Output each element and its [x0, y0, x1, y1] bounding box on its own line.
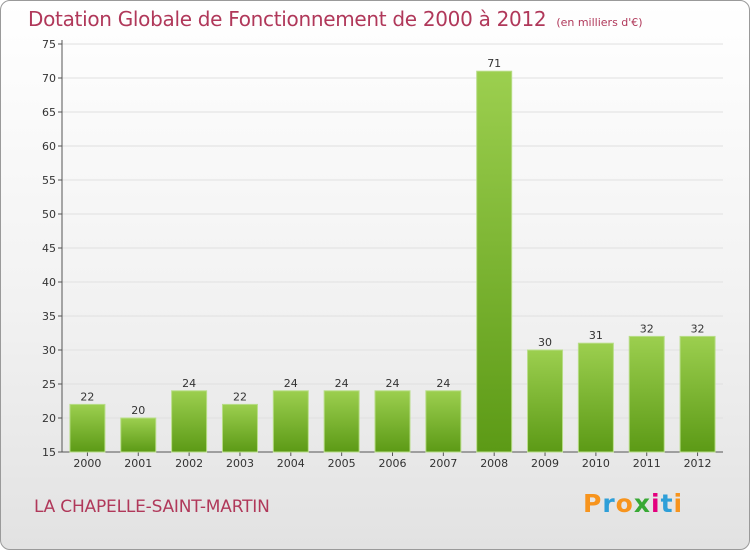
logo-letter: o: [615, 489, 634, 518]
bar-value-label: 32: [640, 322, 654, 335]
y-tick-label: 70: [42, 72, 56, 85]
bar: [679, 335, 716, 453]
x-tick-label: 2002: [175, 457, 203, 470]
bar-value-label: 32: [691, 322, 705, 335]
logo-letter: i: [651, 489, 661, 518]
bar-value-label: 71: [487, 57, 501, 70]
x-tick-label: 2012: [684, 457, 712, 470]
y-tick-label: 65: [42, 106, 56, 119]
bar-layer: [69, 70, 716, 453]
x-tick-label: 2000: [73, 457, 101, 470]
y-tick-label: 75: [42, 38, 56, 51]
y-tick-label: 45: [42, 242, 56, 255]
y-tick-label: 60: [42, 140, 56, 153]
bar-value-label: 24: [284, 377, 298, 390]
chart-title: Dotation Globale de Fonctionnement de 20…: [28, 7, 547, 31]
x-tick-label: 2007: [429, 457, 457, 470]
x-tick-label: 2005: [328, 457, 356, 470]
commune-name: LA CHAPELLE-SAINT-MARTIN: [34, 497, 270, 517]
bar-value-label: 22: [233, 390, 247, 403]
bar-value-label: 24: [436, 377, 450, 390]
x-tick-label: 2011: [633, 457, 661, 470]
y-tick-label: 40: [42, 276, 56, 289]
bar: [425, 390, 462, 453]
label-layer: 2000 22 2001 20 2002 24 2003 22 2004 24 2005 24 2006…: [73, 57, 711, 470]
bar: [69, 403, 106, 453]
bar: [221, 403, 258, 453]
x-tick-label: 2010: [582, 457, 610, 470]
bar: [476, 70, 513, 453]
bar-value-label: 30: [538, 336, 552, 349]
bar: [577, 342, 614, 453]
y-tick-label: 35: [42, 310, 56, 323]
y-tick-label: 30: [42, 344, 56, 357]
bar: [374, 390, 411, 453]
logo-letter: i: [673, 489, 684, 518]
proxiti-logo: Proxiti: [583, 489, 683, 518]
title-row: Dotation Globale de Fonctionnement de 20…: [28, 7, 643, 31]
y-tick-label: 15: [42, 446, 56, 459]
bar-value-label: 24: [182, 377, 196, 390]
bar: [323, 390, 360, 453]
logo-letter: x: [633, 489, 651, 518]
x-tick-label: 2008: [480, 457, 508, 470]
logo-letter: t: [660, 489, 674, 518]
logo-letter: P: [583, 489, 603, 518]
bar: [272, 390, 309, 453]
logo-letter: r: [602, 489, 616, 518]
y-tick-label: 25: [42, 378, 56, 391]
x-tick-label: 2001: [124, 457, 152, 470]
chart-subtitle: (en milliers d'€): [556, 16, 643, 29]
bar: [628, 335, 665, 453]
x-tick-label: 2003: [226, 457, 254, 470]
bar: [527, 349, 564, 453]
y-tick-label: 55: [42, 174, 56, 187]
x-tick-label: 2004: [277, 457, 305, 470]
bar-value-label: 20: [131, 404, 145, 417]
bar-value-label: 31: [589, 329, 603, 342]
bar-value-label: 24: [386, 377, 400, 390]
x-tick-label: 2009: [531, 457, 559, 470]
bar: [171, 390, 208, 453]
bar: [120, 417, 157, 453]
bar-value-label: 22: [80, 390, 94, 403]
y-tick-label: 50: [42, 208, 56, 221]
y-tick-label: 20: [42, 412, 56, 425]
x-tick-label: 2006: [379, 457, 407, 470]
bar-value-label: 24: [335, 377, 349, 390]
